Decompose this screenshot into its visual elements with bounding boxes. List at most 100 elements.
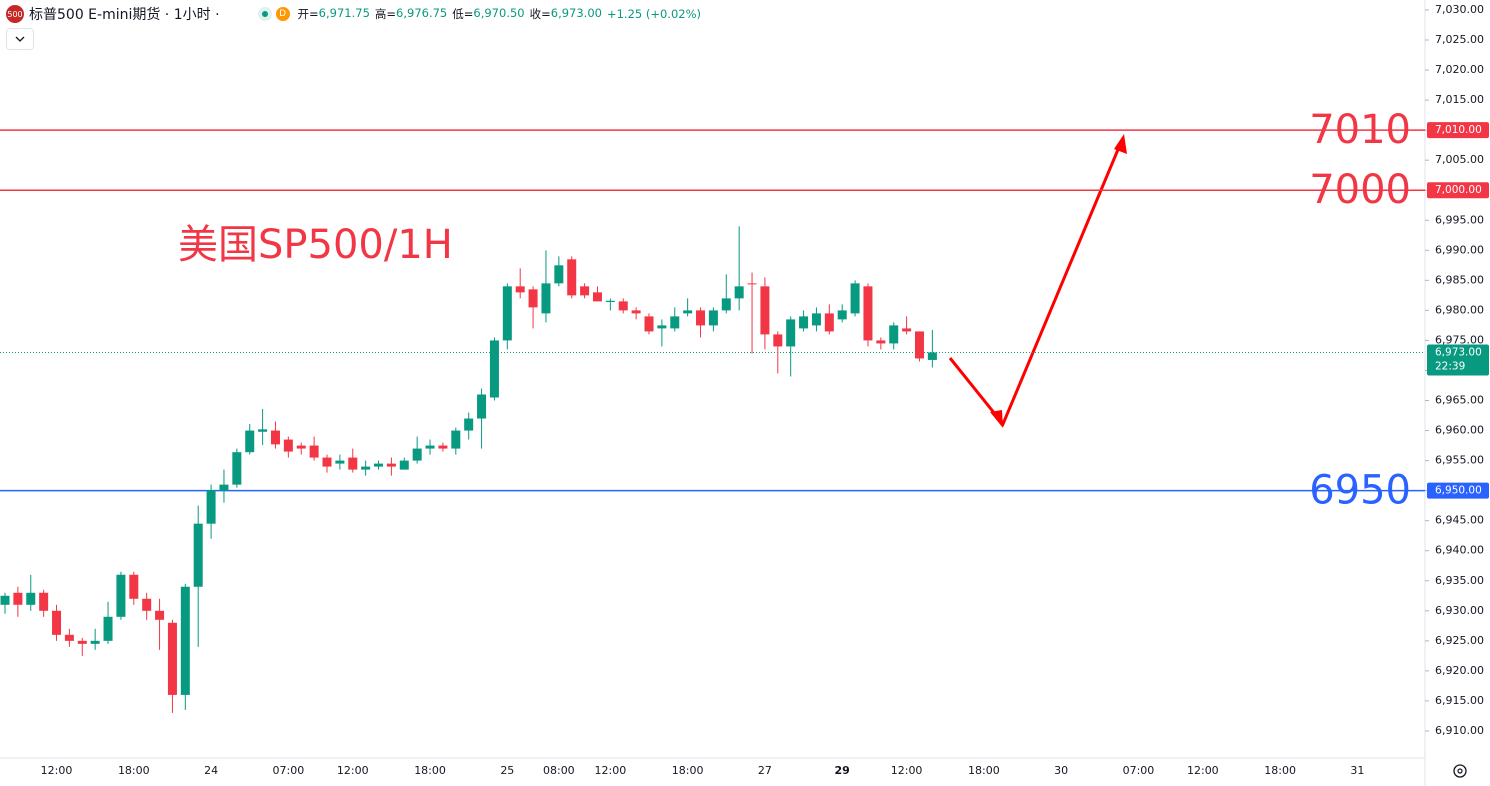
candle-body (386, 463, 396, 467)
candle-body (348, 457, 358, 470)
candle-body (876, 340, 886, 344)
candle-body (515, 286, 525, 293)
candle-body (232, 452, 242, 485)
y-tick-label: 6,965.00 (1435, 394, 1484, 407)
candle-body (631, 310, 641, 314)
settings-icon[interactable] (1453, 764, 1467, 778)
x-tick-label: 07:00 (1123, 764, 1155, 777)
y-tick-label: 7,015.00 (1435, 93, 1484, 106)
x-tick-label: 18:00 (414, 764, 446, 777)
candle-body (580, 286, 590, 296)
candle-body (618, 301, 628, 311)
x-tick-label: 18:00 (672, 764, 704, 777)
candle-body (554, 265, 564, 284)
candle-body (824, 313, 834, 332)
ohlc-label: 开= (297, 7, 319, 21)
status-dot (257, 7, 272, 21)
candle-body (786, 319, 796, 347)
candle-body (541, 283, 551, 314)
candle-body (219, 484, 229, 491)
legend: 500 标普500 E-mini期货 · 1小时 · D 开= 6,971.75 高… (6, 4, 701, 24)
y-tick-label: 7,030.00 (1435, 3, 1484, 16)
x-tick-label: 12:00 (595, 764, 627, 777)
candle-body (721, 298, 731, 311)
x-tick-label: 12:00 (891, 764, 923, 777)
y-tick-label: 6,940.00 (1435, 544, 1484, 557)
candle-body (155, 610, 165, 620)
collapse-button[interactable] (6, 28, 34, 50)
x-tick-label: 12:00 (337, 764, 369, 777)
candle-body (90, 640, 100, 644)
candle-body (489, 340, 499, 398)
overlay: 6,910.00 6,915.00 6,920.00 6,925.00 6,930.00… (0, 3, 1489, 777)
candle-body (502, 286, 512, 341)
level-label: 7010 (1309, 107, 1411, 153)
y-tick-label: 6,980.00 (1435, 303, 1484, 316)
x-tick-label: 31 (1350, 764, 1364, 777)
y-tick-label: 6,930.00 (1435, 604, 1484, 617)
candle-body (129, 574, 139, 599)
x-tick-label: 12:00 (41, 764, 73, 777)
candle-body (322, 457, 332, 467)
y-tick-label: 6,975.00 (1435, 333, 1484, 346)
y-tick-label: 6,945.00 (1435, 514, 1484, 527)
symbol[interactable]: 标普500 E-mini期货 · 1小时 · (29, 7, 220, 23)
candle-body (811, 313, 821, 326)
y-tick-label: 6,990.00 (1435, 243, 1484, 256)
candle-body (374, 463, 384, 467)
candle-body (13, 592, 23, 605)
candle-body (361, 466, 371, 470)
y-tick-label: 6,925.00 (1435, 634, 1484, 647)
x-tick-label: 12:00 (1187, 764, 1219, 777)
x-tick-label: 18:00 (1264, 764, 1296, 777)
annotation: 美国SP500/1H (178, 222, 453, 268)
y-tick-label: 7,020.00 (1435, 63, 1484, 76)
candle-body (64, 634, 74, 641)
candle-body (167, 622, 177, 695)
level-tag (1427, 122, 1489, 139)
candle-body (914, 331, 924, 359)
candle-body (657, 325, 667, 329)
candle-body (77, 640, 87, 644)
change: +1.25 (+0.02%) (606, 7, 702, 21)
candle-body (116, 574, 126, 617)
x-tick-label: 18:00 (968, 764, 1000, 777)
level-tag-label: 6,950.00 (1435, 485, 1482, 497)
y-tick-label: 6,995.00 (1435, 213, 1484, 226)
ohlc-label: 高= (374, 7, 397, 21)
candle-body (258, 429, 268, 432)
symbol-badge: 500 (6, 5, 24, 23)
candle-body (670, 316, 680, 329)
ohlc: 开= 6,971.75 高= 6,976.75 低= 6,970.50 收= 6,973.00 (298, 6, 607, 22)
candle-body (902, 328, 912, 332)
candle-body (837, 310, 847, 320)
x-tick-label: 08:00 (543, 764, 575, 777)
x-tick-label: 24 (204, 764, 218, 777)
candle-body (412, 448, 422, 461)
candle-body (438, 445, 448, 449)
forecast-arrow (948, 139, 1124, 427)
candle-body (760, 286, 770, 335)
source-badge: D (275, 7, 290, 21)
x-tick-label: 25 (500, 764, 514, 777)
candle-body (773, 334, 783, 347)
y-tick-label: 6,915.00 (1435, 694, 1484, 707)
x-tick-label: 07:00 (273, 764, 305, 777)
candle-body (206, 490, 216, 524)
x-tick-label: 30 (1054, 764, 1068, 777)
candle-body (52, 610, 62, 635)
level-tag-label: 7,000.00 (1435, 184, 1482, 196)
candle-body (464, 418, 474, 431)
candle-body (683, 310, 693, 314)
candle-body (26, 592, 36, 605)
candle-body (180, 586, 190, 695)
ohlc-value: 6,970.50 (473, 6, 525, 20)
candle-body (696, 310, 706, 326)
candle-body (567, 259, 577, 296)
ohlc-value: 6,976.75 (396, 6, 448, 20)
y-tick-label: 6,920.00 (1435, 664, 1484, 677)
arrow-head (990, 410, 1003, 428)
candle-body (592, 292, 602, 302)
